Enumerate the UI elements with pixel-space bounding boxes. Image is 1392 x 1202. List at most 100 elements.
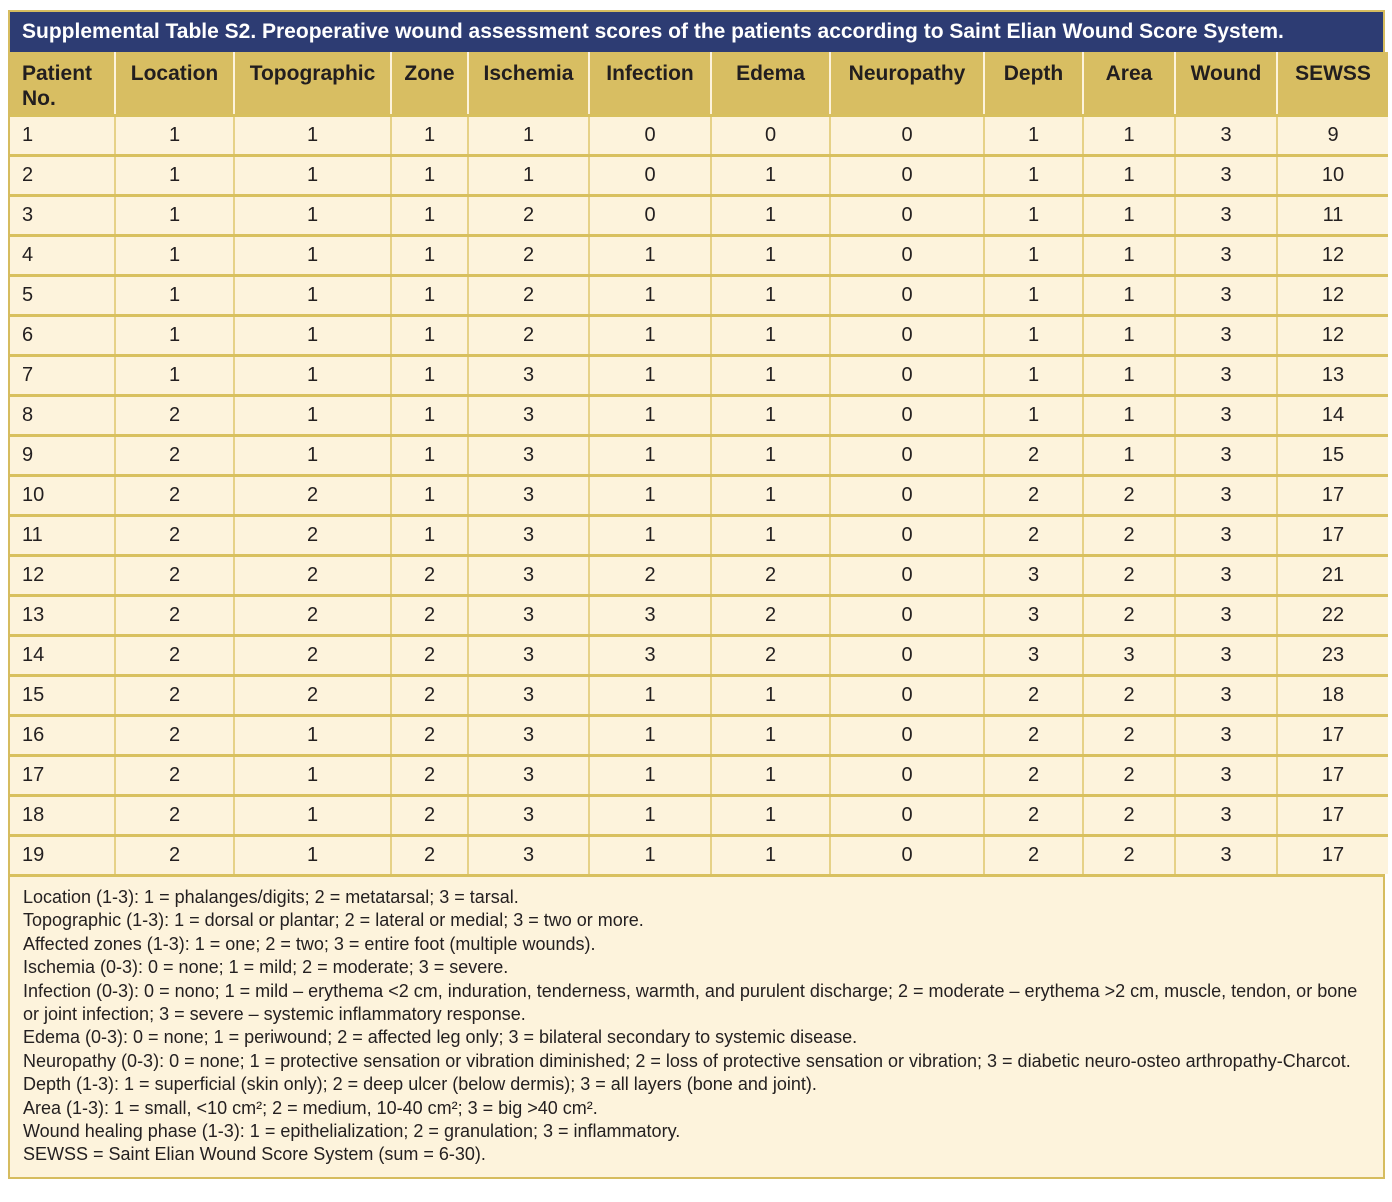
patient-no-cell: 16 [10,714,115,756]
cell-ischemia: 3 [467,634,589,676]
cell-location: 2 [114,754,234,796]
cell-zone: 1 [390,474,468,516]
table-row-patient-19: 19 2 1 2 3 1 1 0 2 2 3 17 [10,834,1388,874]
patient-no-cell: 9 [10,434,115,476]
cell-location: 2 [114,794,234,836]
cell-neuropathy: 0 [829,434,984,476]
cell-area: 1 [1082,154,1175,196]
table-row-patient-17: 17 2 1 2 3 1 1 0 2 2 3 17 [10,754,1388,796]
cell-infection: 3 [588,594,711,636]
table-row-patient-5: 5 1 1 1 2 1 1 0 1 1 3 12 [10,274,1388,316]
cell-infection: 1 [588,514,711,556]
cell-infection: 1 [588,834,711,874]
cell-topographic: 1 [233,114,391,156]
patient-no-cell: 2 [10,154,115,196]
cell-area: 2 [1082,794,1175,836]
cell-sewss: 17 [1276,754,1388,796]
cell-infection: 1 [588,714,711,756]
cell-neuropathy: 0 [829,314,984,356]
column-header-infection: Infection [588,52,711,116]
cell-neuropathy: 0 [829,754,984,796]
cell-area: 1 [1082,114,1175,156]
cell-edema: 1 [710,434,830,476]
cell-zone: 2 [390,714,468,756]
footnote-line: Area (1-3): 1 = small, <10 cm²; 2 = medi… [23,1097,598,1118]
cell-edema: 1 [710,314,830,356]
cell-neuropathy: 0 [829,154,984,196]
table-row-patient-16: 16 2 1 2 3 1 1 0 2 2 3 17 [10,714,1388,756]
cell-topographic: 1 [233,234,391,276]
cell-topographic: 1 [233,274,391,316]
cell-depth: 2 [983,674,1083,716]
cell-sewss: 17 [1276,474,1388,516]
column-header-depth: Depth [983,52,1083,116]
cell-sewss: 17 [1276,834,1388,874]
table-title-bar: Supplemental Table S2. Preoperative woun… [10,12,1383,52]
cell-zone: 1 [390,434,468,476]
cell-location: 2 [114,834,234,874]
table-row-patient-2: 2 1 1 1 1 0 1 0 1 1 3 10 [10,154,1388,196]
patient-no-cell: 4 [10,234,115,276]
cell-edema: 2 [710,554,830,596]
cell-zone: 2 [390,834,468,874]
cell-wound: 3 [1174,114,1277,156]
cell-wound: 3 [1174,474,1277,516]
cell-topographic: 1 [233,194,391,236]
cell-ischemia: 3 [467,394,589,436]
cell-infection: 3 [588,634,711,676]
cell-neuropathy: 0 [829,354,984,396]
table-row-patient-6: 6 1 1 1 2 1 1 0 1 1 3 12 [10,314,1388,356]
cell-topographic: 2 [233,594,391,636]
cell-ischemia: 3 [467,834,589,874]
cell-neuropathy: 0 [829,114,984,156]
column-header-neuropathy: Neuropathy [829,52,984,116]
table-title: Supplemental Table S2. Preoperative woun… [22,20,1284,43]
cell-area: 2 [1082,714,1175,756]
cell-neuropathy: 0 [829,714,984,756]
cell-ischemia: 3 [467,714,589,756]
cell-edema: 2 [710,594,830,636]
table-row-patient-15: 15 2 2 2 3 1 1 0 2 2 3 18 [10,674,1388,716]
cell-ischemia: 1 [467,114,589,156]
cell-depth: 2 [983,714,1083,756]
cell-neuropathy: 0 [829,474,984,516]
cell-infection: 0 [588,194,711,236]
cell-neuropathy: 0 [829,674,984,716]
cell-edema: 1 [710,674,830,716]
cell-depth: 3 [983,594,1083,636]
cell-area: 2 [1082,594,1175,636]
cell-topographic: 1 [233,834,391,874]
cell-sewss: 17 [1276,514,1388,556]
cell-area: 2 [1082,474,1175,516]
table-row-patient-4: 4 1 1 1 2 1 1 0 1 1 3 12 [10,234,1388,276]
cell-edema: 0 [710,114,830,156]
cell-area: 1 [1082,434,1175,476]
cell-wound: 3 [1174,434,1277,476]
cell-depth: 1 [983,274,1083,316]
patient-no-cell: 7 [10,354,115,396]
cell-depth: 2 [983,834,1083,874]
cell-wound: 3 [1174,154,1277,196]
table-row-patient-8: 8 2 1 1 3 1 1 0 1 1 3 14 [10,394,1388,436]
cell-zone: 1 [390,274,468,316]
cell-ischemia: 3 [467,354,589,396]
cell-zone: 2 [390,794,468,836]
cell-ischemia: 2 [467,194,589,236]
cell-topographic: 1 [233,354,391,396]
cell-sewss: 14 [1276,394,1388,436]
cell-depth: 1 [983,314,1083,356]
cell-location: 2 [114,714,234,756]
cell-zone: 1 [390,314,468,356]
cell-zone: 2 [390,594,468,636]
patient-no-cell: 14 [10,634,115,676]
cell-edema: 1 [710,834,830,874]
cell-location: 1 [114,114,234,156]
cell-neuropathy: 0 [829,634,984,676]
cell-ischemia: 3 [467,434,589,476]
cell-wound: 3 [1174,194,1277,236]
cell-location: 2 [114,594,234,636]
cell-wound: 3 [1174,394,1277,436]
cell-location: 2 [114,674,234,716]
patient-no-cell: 1 [10,114,115,156]
cell-neuropathy: 0 [829,394,984,436]
